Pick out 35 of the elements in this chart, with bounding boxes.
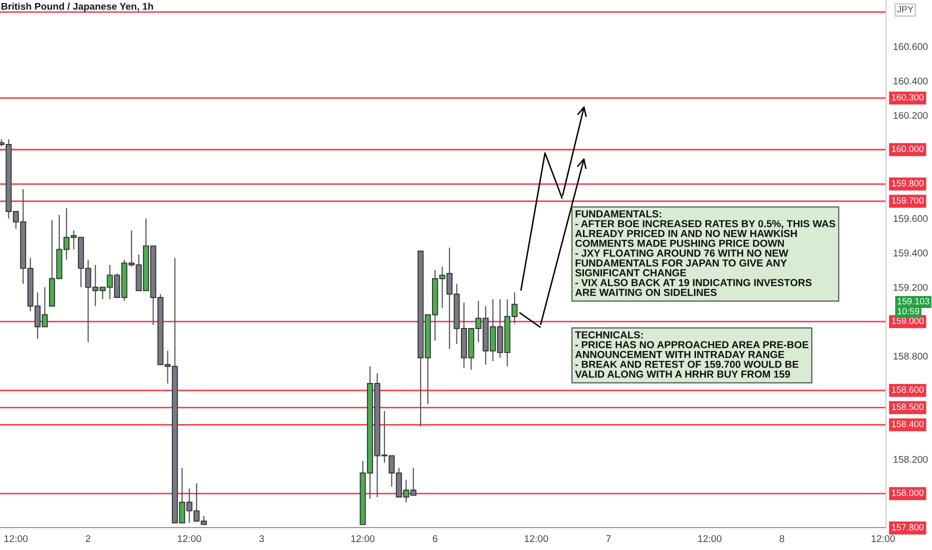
x-tick-label: 12:00: [524, 535, 548, 542]
ref-line-label: 160.300: [892, 94, 924, 100]
x-tick-label: 3: [259, 535, 264, 542]
ref-line-label: 158.600: [892, 386, 924, 393]
y-tick-label: 158.200: [894, 456, 928, 463]
chart-title: British Pound / Japanese Yen, 1h: [2, 2, 154, 12]
y-tick-label: 159.600: [894, 215, 928, 222]
annotation: TECHNICALS: - PRICE HAS NO APPROACHED AREA PRE-BOE ANNOUNCEMENT WITH INTRADAY RANGE - BREAK AND RETEST OF 159.700 WOULD BE VALID ALONG WITH A HRHR BUY FROM 159: [575, 331, 808, 378]
x-tick-label: 6: [432, 535, 438, 542]
x-tick-label: 12:00: [872, 535, 895, 542]
y-tick-label: 158.800: [894, 352, 928, 360]
x-tick-label: 12:00: [4, 535, 28, 542]
ref-line-label: 157.800: [892, 524, 924, 530]
ref-line-label: 158.500: [892, 404, 924, 410]
ref-line-label: 159.000: [892, 318, 924, 324]
y-tick-label: 160.400: [894, 78, 928, 84]
ref-line-label: 159.800: [892, 180, 924, 186]
y-tick-label: 159.200: [894, 284, 928, 291]
x-tick-label: 8: [780, 535, 784, 542]
ref-line-label: 158.000: [892, 490, 924, 496]
text: 159.103: [898, 298, 930, 304]
x-tick-label: 7: [606, 535, 611, 542]
text: JPY: [897, 6, 914, 12]
ref-line-label: 158.400: [892, 420, 924, 428]
ref-line-label: 159.700: [892, 197, 924, 204]
y-tick-label: 160.600: [894, 43, 928, 50]
y-tick-label: 160.200: [894, 112, 928, 119]
y-tick-label: 159.400: [894, 250, 928, 256]
x-tick-label: 12:00: [178, 535, 202, 542]
text: 10:59: [898, 308, 920, 314]
x-tick-label: 12:00: [351, 535, 375, 542]
ref-line-label: 160.000: [892, 146, 924, 152]
text: FUNDAMENTALS: - AFTER BOE INCREASED RATES BY 0.5%, THIS WAS ALREADY PRICED IN AND NO NEW HAWKISH COMMENTS MADE PUSHING PRICE DOWN - JXY FLOATING AROUND 76 WITH NO NEW FUNDAMENTALS FOR JAPAN TO GIVE ANY SIGNIFICANT CHANGE - VIX ALSO BACK AT 19 INDICATING INVESTORS ARE WAITING ON SIDELINES: [575, 210, 836, 296]
x-tick-label: 2: [86, 535, 90, 542]
x-tick-label: 12:00: [698, 535, 722, 542]
